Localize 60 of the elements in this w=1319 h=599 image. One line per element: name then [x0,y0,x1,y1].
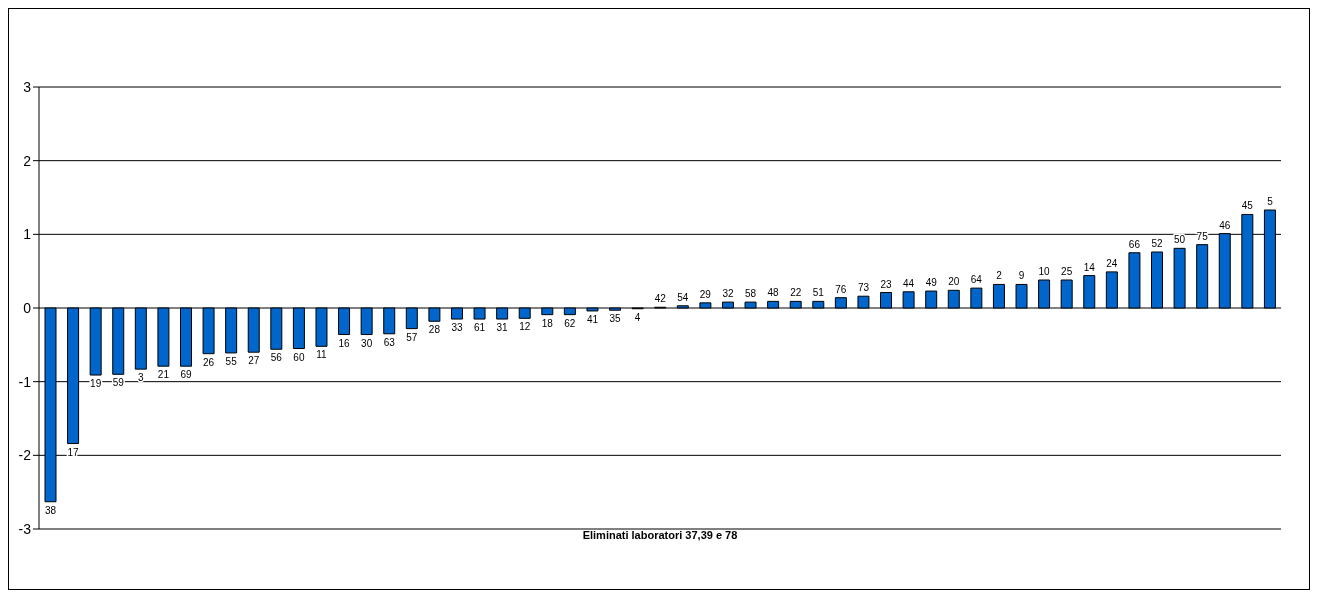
x-tick-label: 55 [225,355,238,367]
x-tick-label: 73 [857,282,870,294]
x-tick-label: 21 [157,369,170,381]
x-tick-label: 51 [812,287,825,299]
x-tick-label: 14 [1083,261,1096,273]
x-tick-label: 52 [1151,238,1164,250]
x-tick-label: 12 [519,321,531,333]
y-tick-label: -3 [18,520,32,537]
x-tick-label: 26 [203,356,215,368]
x-tick-label: 28 [428,324,441,336]
y-tick-label: -2 [18,447,32,464]
x-tick-label: 44 [903,277,915,289]
x-tick-label: 27 [248,355,260,367]
x-tick-label: 23 [880,278,893,290]
x-tick-label: 33 [451,322,463,334]
x-tick-label: 45 [1241,200,1254,212]
x-tick-label: 25 [1061,266,1073,278]
x-tick-label: 76 [835,283,847,295]
y-tick-label: 3 [23,78,32,95]
x-tick-label: 17 [67,446,80,458]
x-tick-label: 3 [138,372,145,384]
x-tick-label: 50 [1174,234,1186,246]
x-tick-label: 16 [338,337,351,349]
y-tick-label: 1 [23,226,32,243]
x-tick-label: 60 [293,351,305,363]
x-tick-label: 30 [361,337,373,349]
x-tick-label: 42 [654,293,667,305]
x-tick-label: 61 [473,322,486,334]
x-tick-label: 69 [180,369,192,381]
x-tick-label: 63 [383,336,396,348]
x-tick-label: 5 [1267,196,1274,208]
x-tick-label: 11 [316,349,328,361]
x-tick-label: 35 [609,313,622,325]
x-tick-label: 64 [970,274,983,286]
x-tick-label: 31 [496,322,509,334]
x-tick-label: 4 [634,311,641,323]
x-tick-label: 9 [1018,270,1025,282]
x-tick-label: 2 [996,270,1003,282]
x-tick-label: 20 [948,276,960,288]
x-tick-label: 38 [44,504,57,516]
y-tick-label: -1 [18,373,32,390]
x-tick-label: 57 [406,331,418,343]
x-tick-label: 49 [925,277,938,289]
x-tick-label: 66 [1128,238,1141,250]
x-tick-label: 58 [744,288,757,300]
x-tick-label: 54 [677,291,689,303]
x-tick-label: 46 [1219,219,1231,231]
x-tick-label: 41 [586,313,599,325]
x-tick-label: 24 [1106,257,1118,269]
x-tick-label: 18 [541,317,554,329]
x-tick-label: 32 [722,288,734,300]
x-axis-title: Eliminati laboratori 37,39 e 78 [582,528,738,541]
x-tick-label: 10 [1038,266,1051,278]
y-tick-label: 2 [23,152,32,169]
y-tick-label: 0 [23,299,32,316]
x-tick-label: 62 [564,317,576,329]
x-tick-label: 56 [270,352,283,364]
x-tick-label: 22 [790,287,802,299]
x-tick-label: 29 [699,288,712,300]
x-tick-label: 48 [767,287,780,299]
